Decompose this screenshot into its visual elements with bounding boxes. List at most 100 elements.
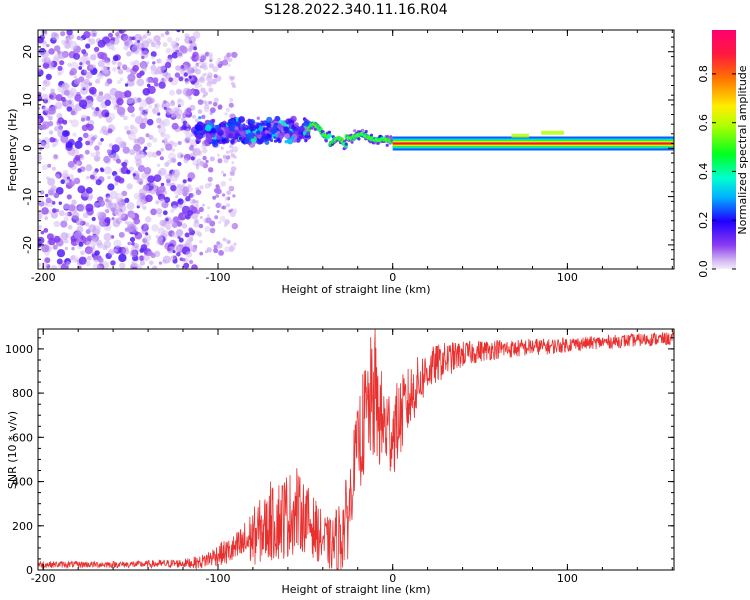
spectrogram-noise — [171, 148, 176, 152]
spectrogram-noise — [81, 49, 87, 55]
spectrogram-scattered-signal — [196, 133, 202, 140]
spectrogram-transition-noise — [202, 147, 208, 154]
spectrogram-transition-noise — [206, 214, 210, 218]
spectrogram-noise — [143, 167, 152, 175]
spectrogram-noise — [114, 90, 123, 99]
spectrogram-noise — [116, 97, 124, 106]
y-tick-label: 400 — [12, 476, 33, 489]
spectrogram-noise — [38, 211, 43, 220]
spectrogram-noise — [141, 40, 150, 49]
spectrogram-noise — [84, 149, 90, 155]
spectrogram-noise — [58, 51, 66, 60]
spectrogram-transition-noise — [225, 155, 231, 160]
spectrogram-noise — [67, 161, 75, 168]
spectrogram-transition-noise — [223, 223, 228, 227]
spectrogram-noise — [139, 260, 146, 266]
spectrogram-noise — [64, 246, 69, 251]
spectrogram-noise — [79, 62, 83, 66]
spectrogram-noise — [70, 61, 79, 70]
spectrogram-noise — [71, 199, 77, 205]
spectrogram-noise — [87, 197, 92, 202]
spectrogram-noise — [171, 122, 179, 130]
spectrogram-transition-noise — [222, 237, 227, 242]
spectrogram-scattered-signal — [272, 124, 278, 130]
x-tick-label: 0 — [389, 572, 396, 585]
spectrogram-noise — [156, 150, 162, 156]
spectrogram-decreasing-line — [344, 142, 348, 146]
y-tick-label: -20 — [21, 236, 34, 254]
spectrogram-noise — [185, 131, 192, 139]
spectrogram-noise — [186, 107, 192, 113]
spectrogram-noise — [147, 175, 155, 183]
spectrogram-transition-noise — [205, 75, 213, 82]
spectrogram-noise — [43, 106, 48, 112]
spectrogram-scattered-signal — [201, 129, 206, 134]
spectrogram-noise — [159, 198, 166, 205]
spectrogram-transition-noise — [217, 105, 223, 110]
colorbar-tick-label: 0.6 — [697, 114, 710, 132]
spectrogram-noise — [176, 51, 184, 58]
spectrogram-transition-noise — [216, 242, 223, 249]
spectrogram-noise — [194, 118, 199, 123]
spectrogram-noise — [123, 115, 128, 121]
spectrogram-noise — [90, 89, 95, 94]
spectrogram-noise — [95, 107, 100, 112]
spectrogram-noise — [104, 217, 111, 224]
spectrogram-noise — [59, 210, 65, 217]
spectrogram-noise — [41, 164, 48, 171]
spectrogram-noise — [146, 118, 154, 126]
spectrogram-noise — [176, 88, 182, 95]
spectrogram-noise — [118, 177, 125, 184]
spectrogram-noise — [103, 130, 108, 136]
spectrogram-noise — [133, 143, 141, 152]
spectrogram-noise — [136, 198, 145, 207]
spectrogram-noise — [113, 239, 122, 248]
spectrogram-noise — [156, 239, 162, 245]
spectrogram-noise — [68, 180, 75, 187]
spectrogram-transition-noise — [231, 75, 236, 80]
spectrogram-transition-noise — [229, 244, 236, 251]
spectrogram-noise — [167, 247, 171, 252]
spectrogram-noise — [147, 250, 153, 257]
spectrogram-noise — [175, 195, 179, 199]
spectrogram-noise — [126, 51, 132, 57]
spectrogram-transition-noise — [219, 203, 223, 207]
spectrogram-transition-noise — [199, 216, 203, 219]
spectrogram-scattered-signal — [242, 127, 247, 131]
spectrogram-noise — [141, 117, 149, 125]
spectrogram-transition-noise — [227, 63, 231, 67]
spectrogram-noise — [43, 56, 51, 64]
spectrogram-noise — [67, 62, 72, 67]
spectrogram-noise — [124, 227, 129, 232]
spectrogram-transition-noise — [228, 185, 234, 191]
spectrogram-noise — [114, 208, 122, 216]
spectrogram-noise — [117, 66, 121, 70]
spectrogram-noise — [74, 94, 82, 102]
spectrogram-transition-noise — [228, 177, 233, 182]
spectrogram-noise — [78, 99, 88, 108]
spectrogram-noise — [176, 30, 181, 33]
spectrogram-noise — [158, 185, 166, 193]
spectrogram-noise — [119, 262, 126, 269]
spectrogram-scattered-signal — [227, 121, 232, 127]
spectrogram-noise — [184, 80, 189, 85]
spectrogram-transition-noise — [225, 150, 230, 154]
spectrogram-scattered-signal — [256, 125, 260, 129]
spectrogram-noise — [58, 201, 62, 205]
spectrogram-transition-noise — [216, 210, 220, 213]
spectrogram-noise — [57, 65, 63, 71]
spectrogram-noise — [174, 170, 180, 176]
spectrogram-noise — [107, 183, 115, 191]
spectrogram-noise — [130, 81, 134, 86]
spectrogram-noise — [95, 78, 101, 84]
spectrogram-noise — [116, 104, 120, 108]
spectrogram-noise — [77, 168, 82, 173]
spectrogram-scattered-signal — [306, 131, 311, 136]
spectrogram-noise — [122, 64, 127, 69]
spectrogram-noise — [48, 130, 54, 135]
spectrogram-noise — [168, 77, 174, 83]
spectrogram-noise — [190, 156, 195, 161]
spectrogram-noise — [130, 113, 136, 118]
spectrogram-noise — [126, 221, 133, 227]
spectrogram-noise — [96, 94, 105, 103]
